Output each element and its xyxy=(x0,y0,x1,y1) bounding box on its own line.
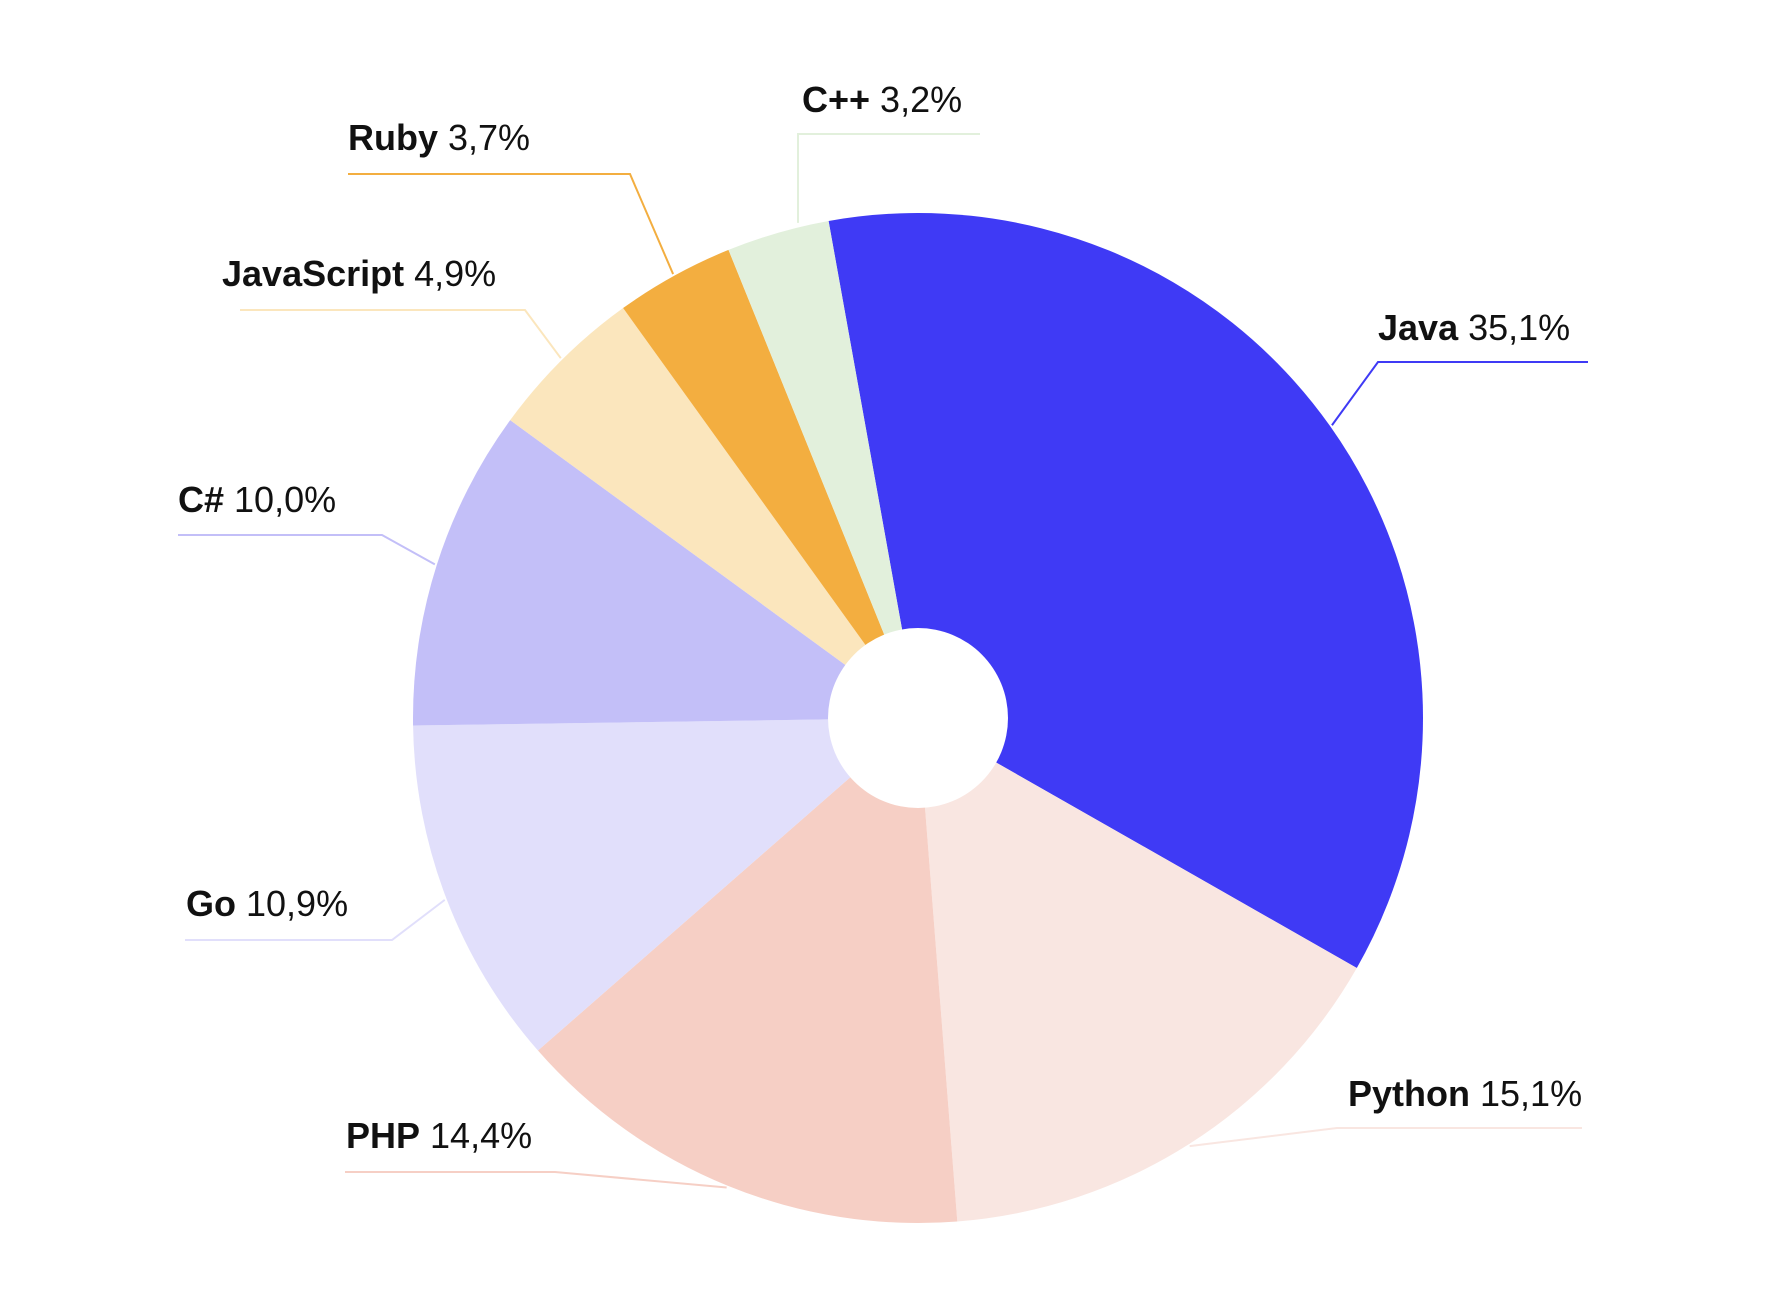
slice-label-python: Python 15,1% xyxy=(1348,1073,1582,1114)
slice-label-value: 4,9% xyxy=(404,253,496,294)
slice-label-name: PHP xyxy=(346,1115,420,1156)
leader-line-java xyxy=(1331,361,1588,426)
pie-slices xyxy=(413,213,1423,1223)
leader-line-php xyxy=(345,1171,727,1189)
slice-label-value: 35,1% xyxy=(1458,307,1570,348)
leader-line-csharp xyxy=(178,534,436,566)
slice-cplusplus xyxy=(728,220,918,719)
slice-label-java: Java 35,1% xyxy=(1378,307,1570,348)
slice-csharp xyxy=(413,420,918,726)
slice-label-name: Go xyxy=(186,883,236,924)
slice-javascript xyxy=(510,308,918,718)
slice-label-name: C++ xyxy=(802,79,870,120)
slice-label-value: 15,1% xyxy=(1470,1073,1582,1114)
slice-label-go: Go 10,9% xyxy=(186,883,348,924)
leader-lines xyxy=(178,133,1588,1189)
slice-label-csharp: C# 10,0% xyxy=(178,479,336,520)
slice-java xyxy=(828,213,1423,968)
slice-label-value: 14,4% xyxy=(420,1115,532,1156)
slice-label-name: Python xyxy=(1348,1073,1470,1114)
slice-python xyxy=(918,718,1357,1222)
leader-line-javascript xyxy=(240,309,562,359)
slice-label-value: 10,0% xyxy=(224,479,336,520)
slice-go xyxy=(413,718,918,1051)
slice-label-name: C# xyxy=(178,479,224,520)
slice-php xyxy=(537,718,958,1223)
slice-ruby xyxy=(623,249,918,718)
slice-label-ruby: Ruby 3,7% xyxy=(348,117,530,158)
slice-label-javascript: JavaScript 4,9% xyxy=(222,253,496,294)
slice-label-value: 3,2% xyxy=(870,79,962,120)
leader-line-python xyxy=(1189,1127,1582,1148)
leader-line-cplusplus xyxy=(797,133,980,223)
slice-label-name: Ruby xyxy=(348,117,438,158)
donut-hole xyxy=(828,628,1008,808)
slice-label-name: Java xyxy=(1378,307,1459,348)
slice-label-php: PHP 14,4% xyxy=(346,1115,532,1156)
leader-line-ruby xyxy=(348,173,675,275)
slice-label-value: 3,7% xyxy=(438,117,530,158)
slice-label-name: JavaScript xyxy=(222,253,404,294)
slice-label-value: 10,9% xyxy=(236,883,348,924)
slice-label-cplusplus: C++ 3,2% xyxy=(802,79,962,120)
slice-labels: Java 35,1% Python 15,1% PHP 14,4% Go 10,9% C… xyxy=(178,79,1582,1156)
leader-line-go xyxy=(185,899,446,941)
